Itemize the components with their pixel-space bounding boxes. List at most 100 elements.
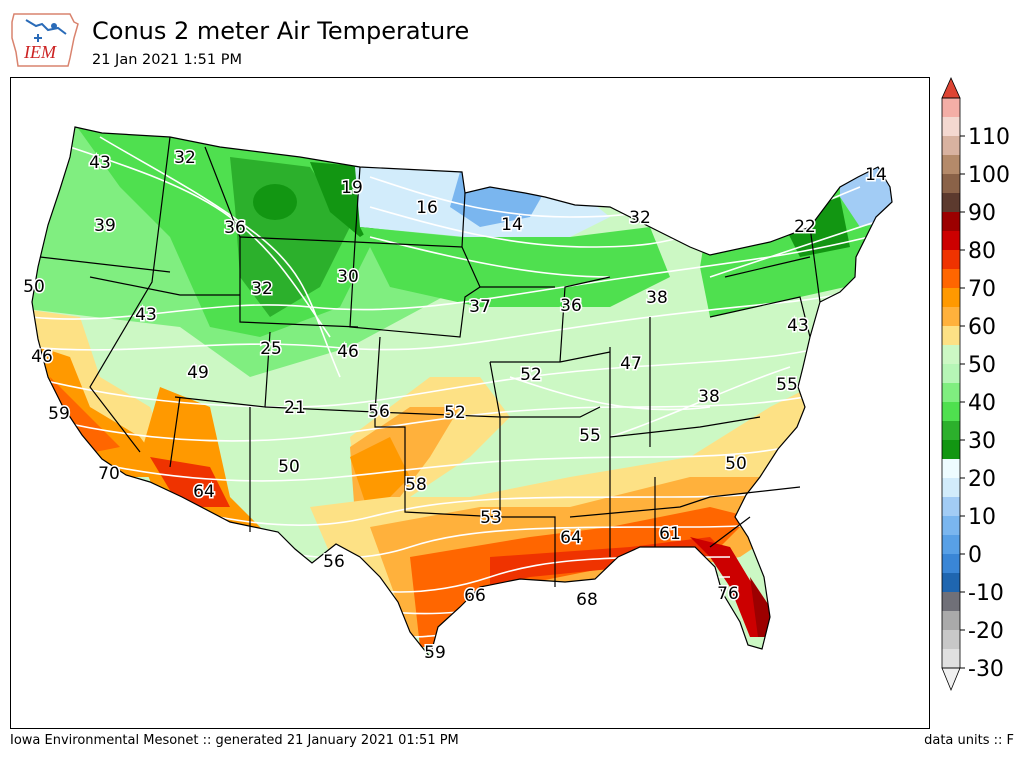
colorbar-tick-label: 50 <box>968 353 996 378</box>
iem-logo: IEM <box>11 13 79 67</box>
temperature-label: 32 <box>174 148 196 168</box>
colorbar-bin <box>942 98 960 117</box>
temperature-label: 61 <box>659 524 681 544</box>
logo-text: IEM <box>23 42 57 62</box>
colorbar-tick-label: 110 <box>968 125 1010 150</box>
temperature-label: 64 <box>560 528 582 548</box>
temperature-label: 19 <box>341 178 363 198</box>
colorbar-tick-label: 100 <box>968 163 1010 188</box>
colorbar-bin <box>942 554 960 573</box>
temperature-label: 58 <box>405 475 427 495</box>
colorbar-tick-label: -30 <box>968 657 1004 682</box>
temperature-label: 21 <box>284 398 306 418</box>
temperature-label: 55 <box>579 426 601 446</box>
colorbar-bin <box>942 288 960 307</box>
temperature-label: 30 <box>337 267 359 287</box>
colorbar-bin <box>942 383 960 402</box>
temperature-label: 38 <box>698 387 720 407</box>
colorbar-bin <box>942 364 960 383</box>
colorbar-bin <box>942 174 960 193</box>
colorbar-bin <box>942 440 960 459</box>
temperature-label: 43 <box>787 316 809 336</box>
colorbar-bin <box>942 307 960 326</box>
colorbar-bin <box>942 573 960 592</box>
colorbar-tick-label: 90 <box>968 201 996 226</box>
colorbar-tick-label: 0 <box>968 543 982 568</box>
temperature-map: 43 32 19 16 14 32 22 14 39 36 50 43 32 30 37 36 38 43 46 25… <box>10 77 930 729</box>
temperature-label: 32 <box>251 279 273 299</box>
temperature-label: 70 <box>98 464 120 484</box>
temperature-label: 52 <box>520 365 542 385</box>
colorbar-frame <box>941 97 961 669</box>
temperature-label: 64 <box>193 482 215 502</box>
temperature-label: 59 <box>48 404 70 424</box>
temperature-label: 49 <box>187 363 209 383</box>
temperature-label: 76 <box>717 584 739 604</box>
temperature-label: 50 <box>278 457 300 477</box>
temperature-label: 56 <box>323 552 345 572</box>
colorbar: -30 -20 -10 0 10 20 30 40 50 60 70 80 90 100 110 <box>941 77 1010 692</box>
colorbar-bin <box>942 478 960 497</box>
footer-units: data units :: F <box>924 733 1014 748</box>
colorbar-under-arrow <box>941 667 961 692</box>
colorbar-bin <box>942 592 960 611</box>
temperature-label: 43 <box>135 305 157 325</box>
temperature-label: 46 <box>31 347 53 367</box>
state-boundaries <box>31 126 893 659</box>
temperature-label: 37 <box>469 297 491 317</box>
temperature-labels: 43 32 19 16 14 32 22 14 39 36 50 43 32 30 37 36 38 43 46 25… <box>22 147 889 665</box>
footer-credit: Iowa Environmental Mesonet :: generated … <box>10 733 459 748</box>
temperature-label: 16 <box>416 198 438 218</box>
colorbar-tick-label: 40 <box>968 391 996 416</box>
colorbar-tick-label: -10 <box>968 581 1004 606</box>
colorbar-bin <box>942 611 960 630</box>
colorbar-bin <box>942 250 960 269</box>
colorbar-tick-label: 80 <box>968 239 996 264</box>
colorbar-bin <box>942 535 960 554</box>
colorbar-bin <box>942 117 960 136</box>
colorbar-over-arrow <box>941 77 961 99</box>
temperature-label: 38 <box>646 288 668 308</box>
temperature-label: 46 <box>337 342 359 362</box>
temperature-label: 43 <box>89 153 111 173</box>
temperature-label: 66 <box>464 586 486 606</box>
temperature-label: 50 <box>23 277 45 297</box>
temperature-label: 36 <box>560 296 582 316</box>
colorbar-bin <box>942 212 960 231</box>
colorbar-tick-label: 30 <box>968 429 996 454</box>
colorbar-bin <box>942 497 960 516</box>
colorbar-bin <box>942 345 960 364</box>
temperature-label: 14 <box>865 165 887 185</box>
temperature-label: 25 <box>260 339 282 359</box>
colorbar-bin <box>942 459 960 478</box>
temperature-label: 56 <box>368 402 390 422</box>
temperature-label: 32 <box>629 208 651 228</box>
colorbar-bin <box>942 193 960 212</box>
map-timestamp: 21 Jan 2021 1:51 PM <box>92 52 242 68</box>
colorbar-bin <box>942 516 960 535</box>
temperature-label: 36 <box>224 218 246 238</box>
temperature-label: 14 <box>501 215 523 235</box>
temperature-label: 55 <box>776 375 798 395</box>
colorbar-bin <box>942 231 960 250</box>
temperature-label: 47 <box>620 354 642 374</box>
temperature-label: 53 <box>480 508 502 528</box>
colorbar-tick-label: -20 <box>968 619 1004 644</box>
colorbar-bin <box>942 326 960 345</box>
colorbar-tick-label: 20 <box>968 467 996 492</box>
colorbar-bin <box>942 421 960 440</box>
temperature-label: 68 <box>576 590 598 610</box>
temperature-label: 52 <box>444 403 466 423</box>
colorbar-bin <box>942 402 960 421</box>
colorbar-bin <box>942 269 960 288</box>
map-title: Conus 2 meter Air Temperature <box>92 17 470 45</box>
temperature-label: 39 <box>94 216 116 236</box>
colorbar-tick-label: 10 <box>968 505 996 530</box>
colorbar-bin <box>942 630 960 649</box>
colorbar-bin <box>942 136 960 155</box>
colorbar-tick-label: 70 <box>968 277 996 302</box>
temperature-label: 50 <box>725 454 747 474</box>
temperature-label: 22 <box>794 217 816 237</box>
colorbar-tick-label: 60 <box>968 315 996 340</box>
temperature-label: 59 <box>424 643 446 663</box>
